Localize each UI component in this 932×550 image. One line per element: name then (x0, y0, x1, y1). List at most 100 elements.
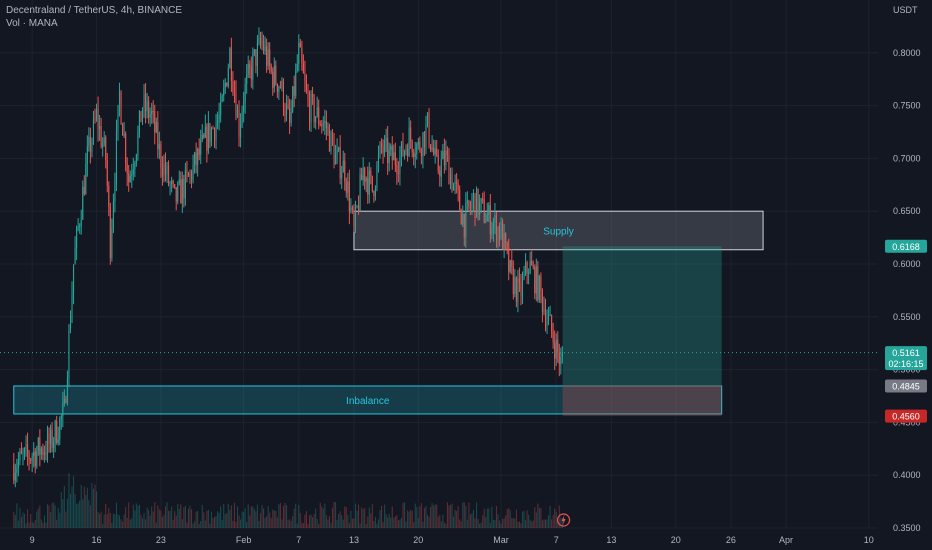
volume-bar (184, 505, 186, 528)
volume-bar (166, 502, 168, 528)
volume-bar (554, 508, 556, 528)
volume-bar (433, 505, 435, 528)
volume-bar (385, 513, 387, 528)
volume-bar (152, 511, 154, 528)
volume-bar (354, 503, 357, 528)
volume-bar (486, 508, 488, 528)
candle-body (420, 150, 422, 157)
candle-body (364, 167, 366, 182)
volume-bar (241, 511, 243, 528)
candle-body (376, 164, 378, 189)
candle-body (335, 154, 337, 165)
candle-body (163, 163, 165, 176)
candle-body (459, 190, 461, 210)
candle-body (298, 42, 300, 65)
candle-body (238, 109, 240, 138)
price-badge-label: 0.4560 (892, 412, 920, 422)
candle-body (57, 439, 59, 443)
long-position-tool[interactable] (562, 246, 722, 417)
x-tick-label: 13 (349, 535, 359, 545)
volume-bar (120, 519, 122, 528)
candle-body (34, 451, 36, 467)
candle-body (114, 182, 116, 202)
candle-body (46, 433, 49, 455)
candle-body (393, 152, 395, 161)
volume-bar (403, 502, 406, 528)
volume-bar (80, 484, 82, 528)
volume-bar (356, 511, 358, 528)
volume-bar (523, 510, 525, 528)
volume-bar (163, 514, 165, 528)
volume-bar (223, 503, 225, 528)
volume-bar (194, 521, 196, 528)
candle-body (492, 222, 494, 230)
volume-bar (301, 522, 303, 528)
candle-body (325, 121, 327, 128)
candle-body (141, 108, 144, 123)
candle-body (531, 261, 533, 266)
volume-bar (233, 502, 235, 528)
volume-bar (405, 521, 407, 528)
candle-body (263, 41, 265, 52)
volume-bar (541, 520, 543, 528)
volume-bar (69, 493, 72, 528)
candle-body (488, 205, 490, 215)
candle-body (134, 163, 136, 170)
candle-body (122, 123, 124, 136)
candle-body (132, 169, 134, 174)
volume-bar (325, 515, 327, 528)
volume-bar (145, 519, 147, 528)
volume-bar (434, 504, 436, 528)
candle-body (56, 420, 58, 443)
candle-body (511, 260, 513, 267)
price-badge (885, 346, 927, 371)
candle-body (17, 460, 19, 469)
candle-body (195, 152, 197, 165)
candle-body (371, 175, 373, 192)
candle-body (515, 277, 517, 302)
volume-bar (462, 502, 464, 528)
candle-body (166, 165, 168, 175)
volume-bar (195, 511, 197, 528)
volume-bar (190, 509, 193, 528)
candle-body (442, 150, 444, 160)
volume-bar (308, 515, 311, 528)
volume-bar (220, 506, 222, 528)
candle-body (560, 357, 562, 365)
volume-bar (23, 513, 26, 528)
candle-body (266, 46, 268, 66)
volume-bar (168, 510, 170, 528)
target-area (562, 246, 722, 386)
volume-bar (407, 510, 409, 528)
volume-bar (112, 513, 114, 528)
time-axis[interactable]: 9 16 23 Feb 7 13 20 Mar 7 13 20 26 Apr 10 (30, 535, 874, 545)
volume-bar (151, 506, 153, 528)
candle-body (308, 101, 311, 123)
volume-bar (509, 510, 511, 528)
volume-bar (140, 514, 142, 528)
candle-body (344, 160, 346, 182)
candle-body (97, 109, 99, 130)
volume-bar (344, 506, 346, 528)
candle-body (135, 154, 137, 164)
volume-bar (416, 506, 418, 528)
candle-body (505, 233, 507, 243)
countdown-label: 02:16:15 (888, 359, 923, 369)
candle-body (62, 403, 64, 416)
volume-bar (526, 510, 528, 528)
candle-body (405, 148, 407, 151)
volume-bar (117, 514, 119, 528)
price-badge (885, 239, 927, 253)
candle-body (558, 352, 560, 365)
volume-bar (374, 516, 376, 528)
drawn-zones[interactable]: Supply Inbalance (13, 210, 764, 415)
candle-body (241, 111, 243, 125)
candle-body (244, 84, 246, 103)
candle-body (385, 138, 387, 141)
volume-bar (206, 510, 208, 528)
candle-body (45, 452, 47, 455)
candle-body (382, 146, 384, 153)
candle-body (273, 65, 275, 88)
volume-bar (54, 505, 56, 528)
